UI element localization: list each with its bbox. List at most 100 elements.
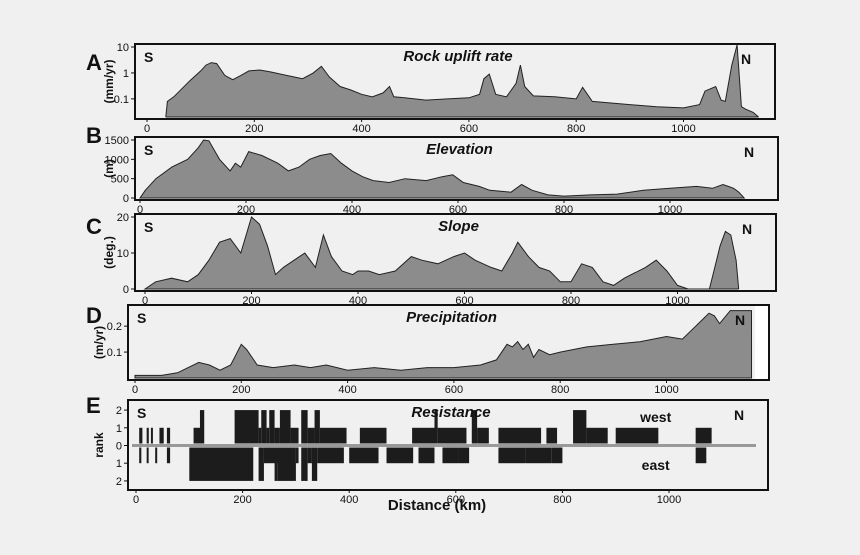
y-tick-label: 1500: [105, 135, 129, 147]
resistance-bar: [166, 447, 171, 464]
x-tick-label: 600: [460, 123, 478, 135]
y-axis-label: (m/yr): [92, 326, 106, 359]
lower-label: east: [642, 457, 670, 473]
resistance-bar: [471, 410, 478, 444]
resistance-bar: [314, 410, 320, 444]
y-tick-label: 0: [123, 193, 129, 205]
resistance-bar: [266, 427, 270, 444]
panel-frame: [134, 136, 779, 201]
x-tick-label: 200: [232, 384, 250, 396]
x-tick-label: 400: [338, 384, 356, 396]
panel-frame: [134, 43, 776, 120]
panel-frame: [127, 304, 770, 381]
panel-letter: A: [86, 50, 102, 75]
y-tick-label: 0.2: [107, 321, 122, 333]
y-axis-label: rank: [92, 432, 106, 458]
resistance-bar: [279, 410, 291, 444]
x-tick-label: 400: [340, 494, 358, 506]
x-tick-label: 800: [567, 123, 585, 135]
x-tick-label: 0: [133, 494, 139, 506]
x-tick-label: 200: [233, 494, 251, 506]
area-series: [143, 216, 740, 290]
south-label: S: [144, 219, 153, 235]
x-tick-label: 0: [142, 295, 148, 307]
y-tick-label: 10: [117, 248, 129, 260]
resistance-bar: [269, 410, 275, 444]
x-tick-label: 400: [352, 123, 370, 135]
x-tick-label: 200: [245, 123, 263, 135]
resistance-bar: [307, 427, 315, 444]
y-tick-label: 0: [123, 284, 129, 296]
resistance-bar: [277, 447, 296, 481]
area-series: [139, 139, 746, 199]
panel-title: Resistance: [411, 404, 490, 421]
resistance-bar: [434, 410, 438, 444]
resistance-bar: [442, 447, 459, 464]
resistance-bar: [295, 447, 299, 464]
area-series: [165, 44, 759, 118]
y-tick-label: 1: [116, 458, 122, 470]
resistance-bar: [695, 447, 707, 464]
resistance-bar: [458, 447, 470, 464]
y-tick-label: 0.1: [114, 94, 129, 106]
y-tick-label: 500: [111, 174, 129, 186]
panel-letter: E: [86, 393, 101, 418]
south-label: S: [137, 405, 146, 421]
resistance-bar: [199, 410, 205, 444]
resistance-bar: [586, 427, 608, 444]
resistance-bar: [418, 447, 435, 464]
panel-D: D Precipitation S N 0.1 0.2 0 200 400 600 800 1000 (…: [86, 303, 770, 396]
panel-title: Precipitation: [406, 309, 497, 326]
y-tick-label: 1: [116, 423, 122, 435]
x-tick-label: 0: [137, 204, 143, 216]
resistance-bar: [274, 447, 278, 481]
resistance-bar: [307, 447, 312, 464]
resistance-bar: [359, 427, 387, 444]
resistance-bar: [139, 447, 142, 464]
x-tick-label: 800: [551, 384, 569, 396]
north-label: N: [742, 221, 752, 237]
resistance-bar: [258, 427, 262, 444]
resistance-bar: [166, 427, 171, 444]
resistance-bar: [695, 427, 712, 444]
panel-white-strip: [755, 306, 768, 379]
resistance-bar: [412, 427, 437, 444]
resistance-bar: [301, 410, 308, 444]
y-axis-label: (mm/yr): [102, 59, 116, 103]
y-tick-label: 2: [116, 476, 122, 488]
north-label: N: [744, 144, 754, 160]
panel-letter: D: [86, 303, 102, 328]
resistance-bar: [573, 410, 587, 444]
y-tick-label: 20: [117, 212, 129, 224]
resistance-bar: [155, 447, 158, 464]
north-label: N: [734, 407, 744, 423]
resistance-bar: [146, 427, 149, 444]
panel-letter: B: [86, 123, 102, 148]
resistance-bar: [139, 427, 143, 444]
resistance-bar: [437, 427, 467, 444]
resistance-bar: [498, 427, 542, 444]
resistance-bar: [477, 427, 489, 444]
y-axis-label: (deg.): [102, 236, 116, 269]
resistance-bar: [258, 447, 264, 481]
upper-label: west: [639, 409, 671, 425]
resistance-bar: [197, 447, 243, 464]
x-tick-label: 1000: [671, 123, 695, 135]
y-tick-label: 0.1: [107, 347, 122, 359]
resistance-bar: [498, 447, 526, 464]
resistance-bar: [301, 447, 308, 481]
panel-title: Slope: [438, 218, 479, 235]
south-label: S: [144, 49, 153, 65]
resistance-bar: [159, 427, 164, 444]
resistance-bar: [311, 447, 318, 481]
panel-letter: C: [86, 214, 102, 239]
resistance-bar: [319, 427, 347, 444]
y-axis-label: (m): [102, 159, 116, 178]
x-tick-label: 0: [132, 384, 138, 396]
x-tick-label: 0: [144, 123, 150, 135]
panel-title: Elevation: [426, 141, 493, 158]
resistance-bar: [546, 427, 558, 444]
